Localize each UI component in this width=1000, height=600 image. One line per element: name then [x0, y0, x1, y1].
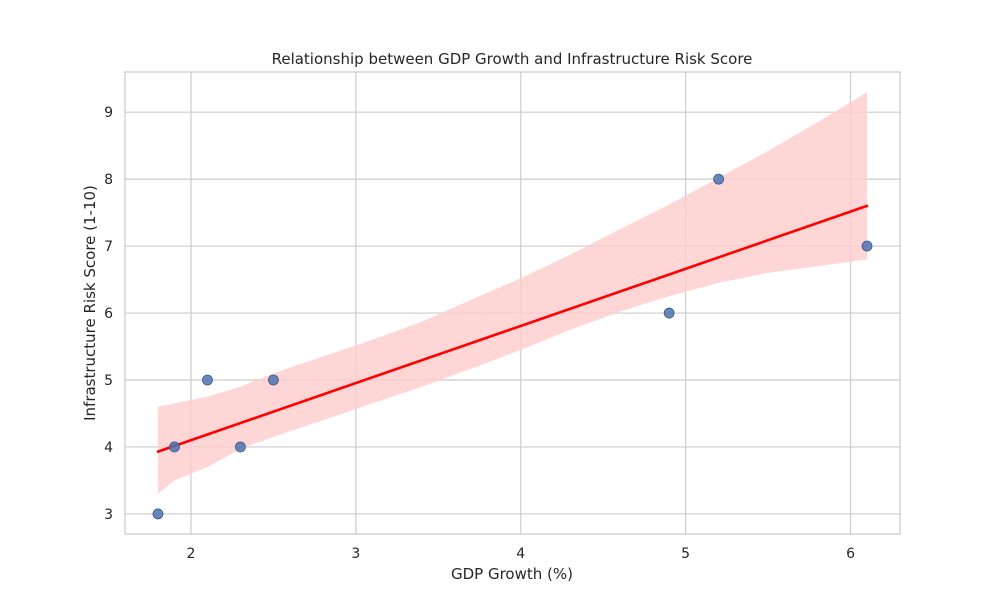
y-tick-label: 7 [104, 239, 113, 255]
data-point [268, 374, 279, 386]
data-point [713, 173, 725, 185]
y-tick-label: 8 [104, 172, 113, 188]
y-tick-label: 6 [104, 306, 113, 322]
x-tick-label: 6 [846, 546, 855, 562]
x-axis-title: GDP Growth (%) [451, 565, 573, 583]
x-tick-label: 2 [186, 546, 195, 562]
regression-line [156, 204, 869, 453]
x-tick-label: 4 [516, 546, 525, 562]
confidence-band [158, 92, 867, 494]
data-point [169, 441, 180, 453]
chart-title: Relationship between GDP Growth and Infr… [272, 50, 753, 68]
y-tick-label: 4 [104, 440, 113, 456]
confidence-band-group [158, 92, 867, 494]
data-point [152, 508, 164, 520]
data-point [235, 441, 246, 453]
x-tick-labels: 2 3 4 5 6 [186, 546, 855, 562]
y-axis-title: Infrastructure Risk Score (1-10) [81, 185, 99, 421]
data-point [861, 240, 873, 252]
y-tick-label: 9 [104, 105, 113, 121]
plot-frame [124, 71, 901, 535]
data-point [202, 374, 213, 386]
data-point [663, 307, 675, 319]
x-tick-label: 5 [681, 546, 690, 562]
data-points [152, 173, 873, 520]
y-tick-labels: 3 4 5 6 7 8 9 [104, 105, 113, 523]
x-tick-label: 3 [351, 546, 360, 562]
y-tick-label: 3 [104, 507, 113, 523]
y-tick-label: 5 [104, 373, 113, 389]
regression-line-group [156, 204, 869, 453]
